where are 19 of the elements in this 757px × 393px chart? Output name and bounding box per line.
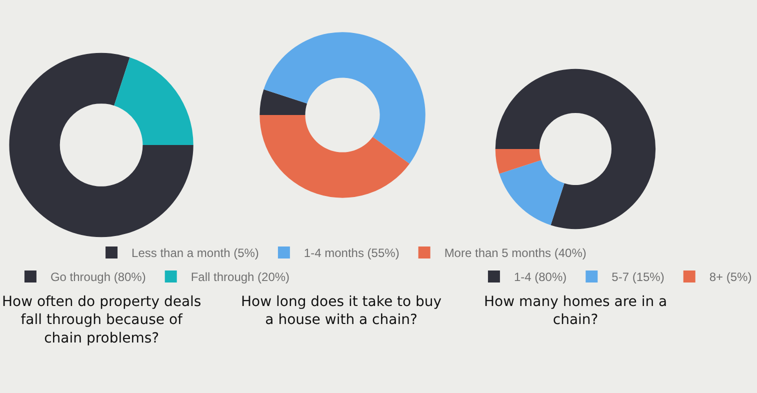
text: How often do property deals fall through because of chain problems?	[2, 294, 202, 346]
legend-label: 1-4 (80%)	[514, 270, 567, 284]
legend-label: 1-4 months (55%)	[304, 246, 400, 260]
legend-label: 5-7 (15%)	[612, 270, 664, 284]
legend-label: 8+ (5%)	[709, 270, 752, 284]
donut-slice	[264, 32, 426, 164]
legend-label: Fall through (20%)	[190, 270, 290, 284]
donut-slice	[9, 53, 194, 238]
legend-label: More than 5 months (40%)	[444, 246, 586, 260]
donut-slice	[114, 57, 194, 145]
donut-slice	[260, 115, 410, 198]
donut-slice	[260, 89, 308, 115]
text: How many homes are in a chain?	[484, 294, 668, 328]
text: How long does it take to buy a house with a chain?	[241, 294, 442, 328]
donut-slice	[499, 160, 564, 226]
legend-label: Less than a month (5%)	[132, 246, 259, 260]
legend-label: Go through (80%)	[50, 270, 146, 284]
donut-slice	[495, 68, 656, 229]
donut-slice	[495, 149, 542, 174]
